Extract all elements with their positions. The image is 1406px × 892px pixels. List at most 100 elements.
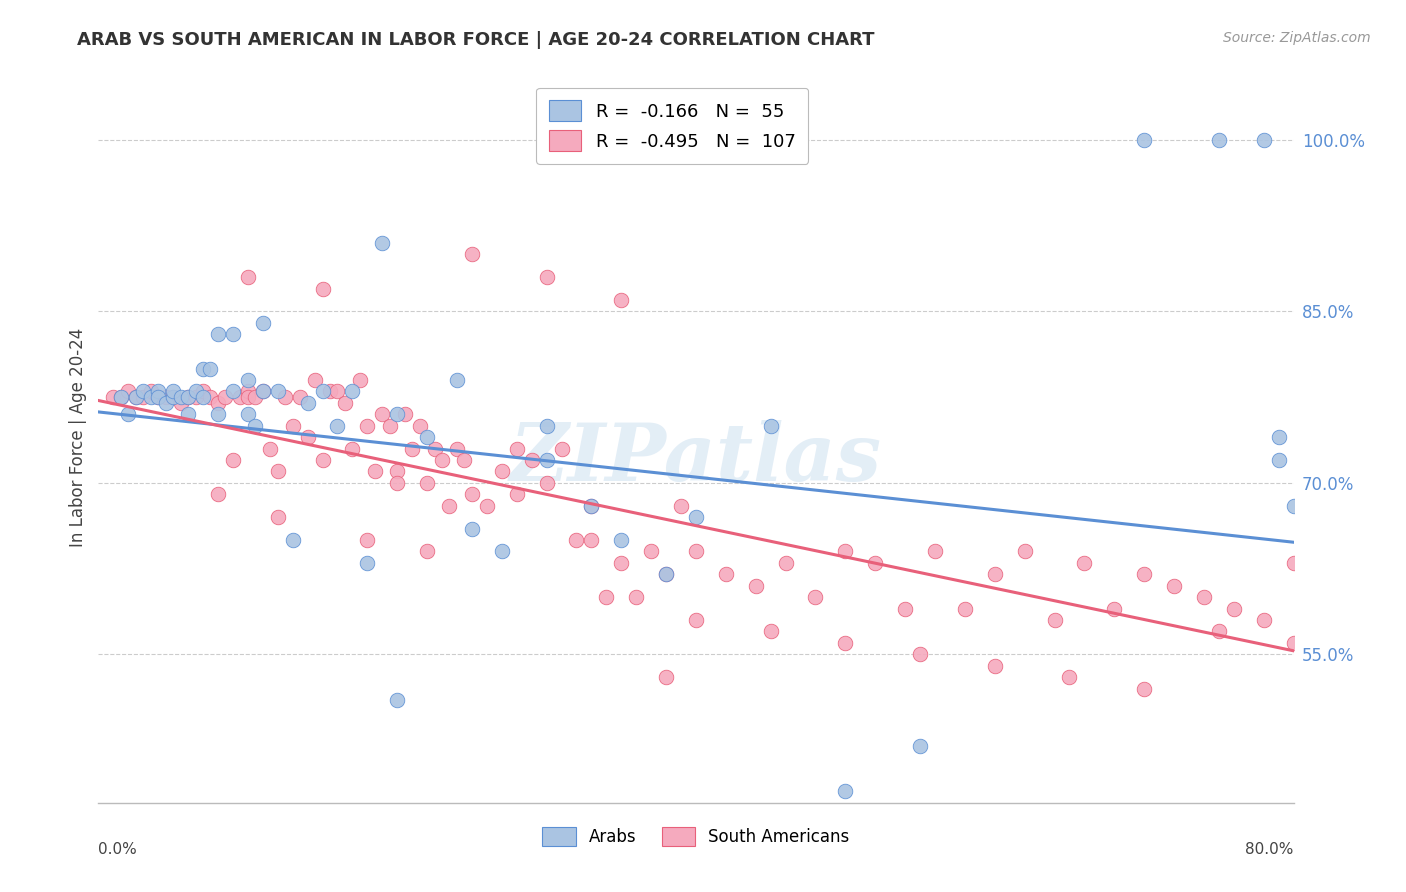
- Point: [236, 390, 259, 404]
- Point: [506, 442, 529, 456]
- Point: [655, 670, 678, 684]
- Point: [581, 499, 603, 513]
- Point: [1282, 499, 1305, 513]
- Point: [385, 464, 409, 478]
- Point: [416, 430, 439, 444]
- Point: [229, 390, 252, 404]
- Point: [259, 442, 281, 456]
- Point: [475, 499, 498, 513]
- Point: [177, 407, 200, 421]
- Point: [207, 396, 229, 410]
- Point: [236, 407, 259, 421]
- Point: [356, 533, 378, 547]
- Point: [191, 361, 214, 376]
- Point: [536, 270, 558, 285]
- Point: [953, 601, 976, 615]
- Point: [1282, 556, 1305, 570]
- Point: [423, 442, 446, 456]
- Point: [169, 390, 191, 404]
- Point: [214, 390, 236, 404]
- Point: [610, 556, 633, 570]
- Text: ARAB VS SOUTH AMERICAN IN LABOR FORCE | AGE 20-24 CORRELATION CHART: ARAB VS SOUTH AMERICAN IN LABOR FORCE | …: [77, 31, 875, 49]
- Point: [655, 567, 678, 582]
- Point: [169, 396, 191, 410]
- Point: [581, 533, 603, 547]
- Point: [200, 390, 222, 404]
- Point: [1104, 601, 1126, 615]
- Point: [222, 327, 245, 342]
- Point: [378, 418, 401, 433]
- Point: [349, 373, 371, 387]
- Point: [311, 281, 333, 295]
- Point: [1133, 567, 1156, 582]
- Point: [640, 544, 662, 558]
- Point: [155, 390, 177, 404]
- Text: 0.0%: 0.0%: [98, 842, 138, 856]
- Point: [714, 567, 737, 582]
- Point: [297, 430, 319, 444]
- Point: [610, 293, 633, 307]
- Point: [274, 390, 297, 404]
- Point: [804, 590, 827, 604]
- Point: [356, 418, 378, 433]
- Point: [207, 407, 229, 421]
- Point: [162, 390, 184, 404]
- Point: [162, 384, 184, 399]
- Point: [162, 390, 184, 404]
- Point: [1282, 636, 1305, 650]
- Point: [581, 499, 603, 513]
- Point: [1267, 453, 1289, 467]
- Point: [1133, 681, 1156, 696]
- Point: [191, 384, 214, 399]
- Point: [1059, 670, 1081, 684]
- Point: [446, 442, 468, 456]
- Point: [453, 453, 475, 467]
- Point: [865, 556, 887, 570]
- Point: [342, 384, 364, 399]
- Point: [110, 390, 132, 404]
- Point: [924, 544, 946, 558]
- Point: [550, 442, 572, 456]
- Point: [222, 384, 245, 399]
- Point: [326, 384, 349, 399]
- Point: [304, 373, 326, 387]
- Point: [626, 590, 648, 604]
- Point: [236, 373, 259, 387]
- Point: [364, 464, 387, 478]
- Point: [610, 533, 633, 547]
- Y-axis label: In Labor Force | Age 20-24: In Labor Force | Age 20-24: [69, 327, 87, 547]
- Point: [311, 384, 333, 399]
- Point: [655, 567, 678, 582]
- Point: [184, 390, 207, 404]
- Text: ZIPatlas: ZIPatlas: [510, 420, 882, 498]
- Point: [207, 327, 229, 342]
- Point: [685, 544, 707, 558]
- Point: [252, 384, 274, 399]
- Point: [1133, 133, 1156, 147]
- Point: [148, 390, 170, 404]
- Point: [1223, 601, 1246, 615]
- Point: [759, 624, 782, 639]
- Point: [371, 235, 394, 250]
- Point: [461, 521, 484, 535]
- Point: [685, 613, 707, 627]
- Point: [394, 407, 416, 421]
- Point: [252, 316, 274, 330]
- Point: [117, 384, 139, 399]
- Point: [1073, 556, 1095, 570]
- Point: [759, 418, 782, 433]
- Point: [1208, 624, 1230, 639]
- Point: [155, 396, 177, 410]
- Point: [207, 487, 229, 501]
- Point: [245, 390, 267, 404]
- Point: [1253, 133, 1275, 147]
- Point: [1043, 613, 1066, 627]
- Point: [1267, 430, 1289, 444]
- Point: [908, 739, 931, 753]
- Point: [148, 384, 170, 399]
- Point: [288, 390, 311, 404]
- Point: [1253, 613, 1275, 627]
- Point: [669, 499, 692, 513]
- Point: [356, 556, 378, 570]
- Point: [1163, 579, 1185, 593]
